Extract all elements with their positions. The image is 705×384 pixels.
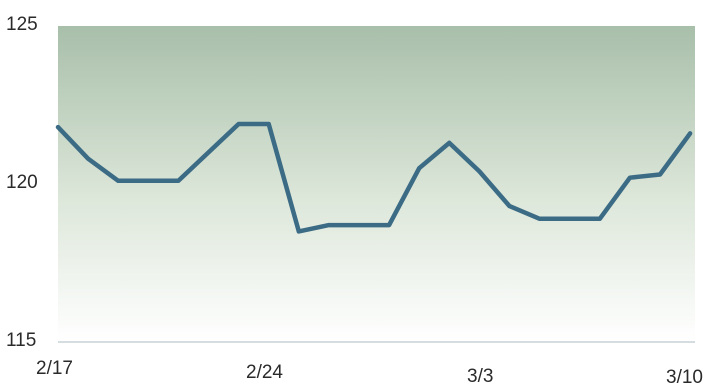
x-tick-label: 3/10 <box>666 367 703 384</box>
x-tick-label: 2/17 <box>36 358 73 379</box>
x-tick-label: 2/24 <box>246 362 283 383</box>
data-point <box>568 217 572 221</box>
y-tick-label: 115 <box>6 330 36 351</box>
x-tick-label: 3/3 <box>467 366 493 384</box>
data-point <box>447 141 451 145</box>
data-point <box>176 179 180 183</box>
data-point <box>86 157 90 161</box>
data-point <box>56 125 60 129</box>
data-point <box>357 223 361 227</box>
data-point <box>417 166 421 170</box>
data-point <box>688 131 692 135</box>
plot-area <box>58 26 695 342</box>
data-point <box>628 176 632 180</box>
data-point <box>297 229 301 233</box>
data-point <box>116 179 120 183</box>
data-point <box>267 122 271 126</box>
y-axis-ticks: 115 120 125 <box>6 14 38 351</box>
data-point <box>658 173 662 177</box>
data-point <box>207 150 211 154</box>
data-point <box>387 223 391 227</box>
data-point <box>146 179 150 183</box>
y-tick-label: 120 <box>6 172 38 193</box>
data-point <box>237 122 241 126</box>
data-point <box>327 223 331 227</box>
data-point <box>508 204 512 208</box>
series-line <box>55 121 693 234</box>
data-point <box>538 217 542 221</box>
y-tick-label: 125 <box>6 14 38 35</box>
data-point <box>477 169 481 173</box>
data-point <box>598 217 602 221</box>
x-axis-ticks: 2/17 2/24 3/3 3/10 <box>36 358 703 384</box>
